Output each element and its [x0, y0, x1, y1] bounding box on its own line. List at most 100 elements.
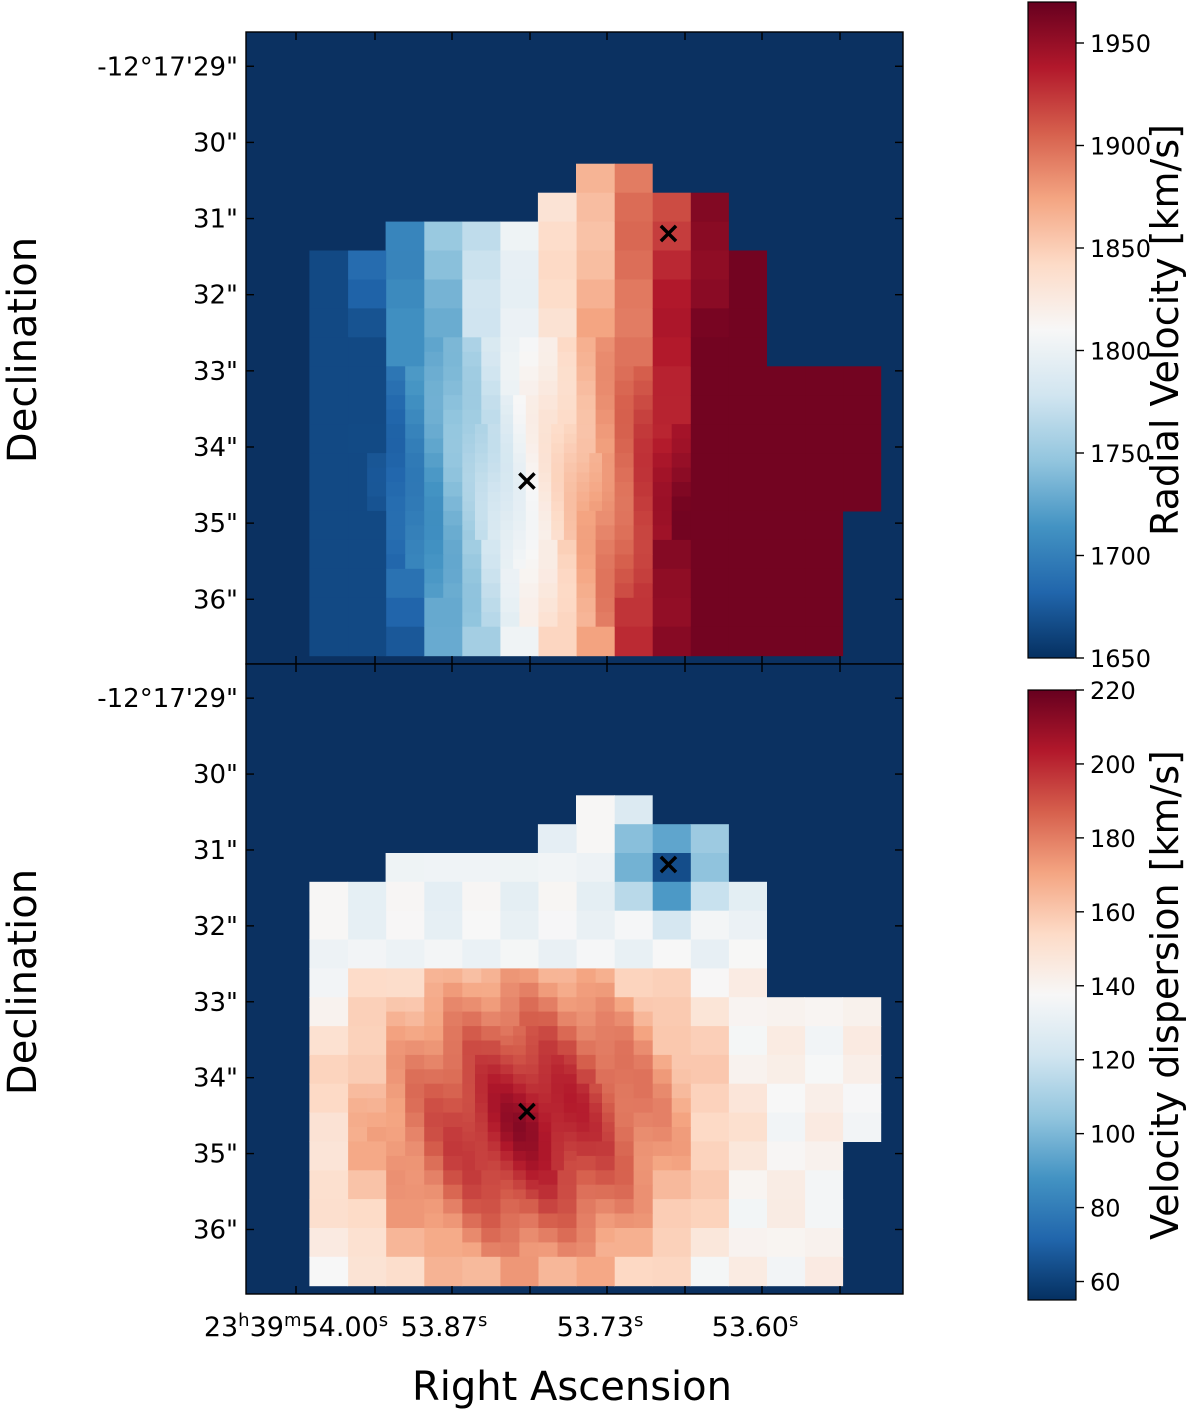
map-cell: [385, 308, 425, 338]
map-cell: [537, 1228, 558, 1243]
map-cell: [404, 1112, 425, 1128]
x-axis-label: Right Ascension: [412, 1364, 732, 1410]
map-cell: [614, 1026, 634, 1042]
map-cell: [614, 510, 634, 526]
map-cell: [442, 1011, 463, 1027]
map-cell: [550, 424, 564, 435]
map-cell: [766, 1083, 806, 1114]
radial-velocity-panel: ×× -12°17'29"30"31"32"33"34"35"36" Decli…: [0, 31, 904, 665]
map-cell: [550, 1064, 564, 1075]
map-cell: [499, 1189, 514, 1200]
map-cell: [671, 438, 691, 454]
map-cell: [576, 163, 615, 194]
map-cell: [537, 1131, 552, 1142]
map-cell: [518, 1228, 539, 1243]
map-cell: [563, 501, 577, 512]
map-cell: [595, 438, 615, 454]
map-cell: [474, 1131, 488, 1142]
map-cell: [404, 496, 425, 512]
map-cell: [576, 824, 615, 854]
map-cell: [512, 1151, 526, 1162]
map-cell: [461, 939, 501, 969]
x-tick-label: 53.87s: [401, 1310, 488, 1343]
map-cell: [576, 1103, 590, 1114]
map-cell: [366, 482, 387, 498]
map-cell: [537, 1074, 552, 1085]
map-cell: [366, 467, 387, 483]
map-cell: [423, 997, 444, 1013]
map-cell: [728, 1112, 767, 1142]
map-cell: [728, 1170, 767, 1200]
map-cell: [576, 1083, 590, 1094]
map-cell: [442, 1141, 463, 1157]
map-cell: [385, 482, 406, 498]
map-cell: [525, 501, 539, 512]
map-cell: [487, 433, 501, 444]
map-cell: [499, 351, 520, 367]
map-cell: [537, 1141, 552, 1152]
map-cell: [537, 482, 552, 493]
map-cell: [480, 539, 501, 555]
map-cell: [499, 939, 539, 969]
map-cell: [690, 1170, 729, 1200]
map-cell: [525, 520, 539, 531]
colorbar-tick-label: 200: [1090, 751, 1136, 779]
map-cell: [525, 1141, 539, 1152]
map-cell: [487, 462, 501, 473]
map-cell: [525, 1103, 539, 1114]
map-cell: [728, 1054, 767, 1085]
map-cell: [423, 1256, 463, 1287]
map-cell: [404, 467, 425, 483]
colorbar-tick-label: 1750: [1090, 440, 1151, 468]
map-cell: [347, 337, 387, 367]
map-cell: [842, 997, 882, 1027]
map-cell: [576, 597, 596, 613]
map-cell: [347, 510, 387, 541]
map-cell: [404, 554, 425, 570]
map-cell: [671, 1098, 691, 1114]
map-cell: [525, 395, 539, 406]
map-cell: [614, 250, 653, 280]
colorbar-tick-label: 1800: [1090, 338, 1151, 366]
map-cell: [499, 1103, 514, 1114]
map-cell: [385, 1184, 406, 1200]
map-cell: [537, 539, 558, 555]
map-cell: [537, 939, 577, 969]
map-cell: [537, 221, 577, 252]
map-cell: [614, 554, 634, 570]
map-cell: [671, 1054, 691, 1070]
map-cell: [487, 1112, 501, 1123]
map-cell: [385, 853, 425, 883]
map-cell: [588, 1093, 602, 1104]
map-cell: [347, 939, 387, 969]
map-cell: [423, 337, 444, 353]
map-cell: [537, 881, 577, 912]
map-cell: [550, 1131, 564, 1142]
map-cell: [556, 395, 577, 411]
map-cell: [537, 1184, 558, 1200]
map-cell: [404, 409, 425, 425]
map-cell: [556, 539, 577, 555]
map-cell: [633, 1184, 653, 1200]
map-cell: [385, 626, 425, 657]
colorbar-tick-label: 1850: [1090, 235, 1151, 263]
map-cell: [347, 366, 387, 396]
map-cell: [671, 424, 691, 440]
map-cell: [728, 395, 767, 425]
map-cell: [537, 626, 577, 657]
map-cell: [614, 221, 653, 252]
map-cell: [474, 510, 488, 522]
map-cell: [347, 467, 368, 483]
map-cell: [461, 1170, 482, 1186]
map-cell: [537, 1213, 558, 1229]
map-cell: [563, 510, 577, 522]
map-cell: [461, 1213, 482, 1229]
map-cell: [652, 824, 691, 854]
map-cell: [633, 1141, 653, 1157]
map-cell: [474, 520, 488, 531]
map-cell: [614, 1054, 634, 1070]
map-cell: [588, 462, 602, 473]
map-cell: [423, 626, 463, 657]
map-cell: [728, 1141, 767, 1171]
map-cell: [499, 881, 539, 912]
